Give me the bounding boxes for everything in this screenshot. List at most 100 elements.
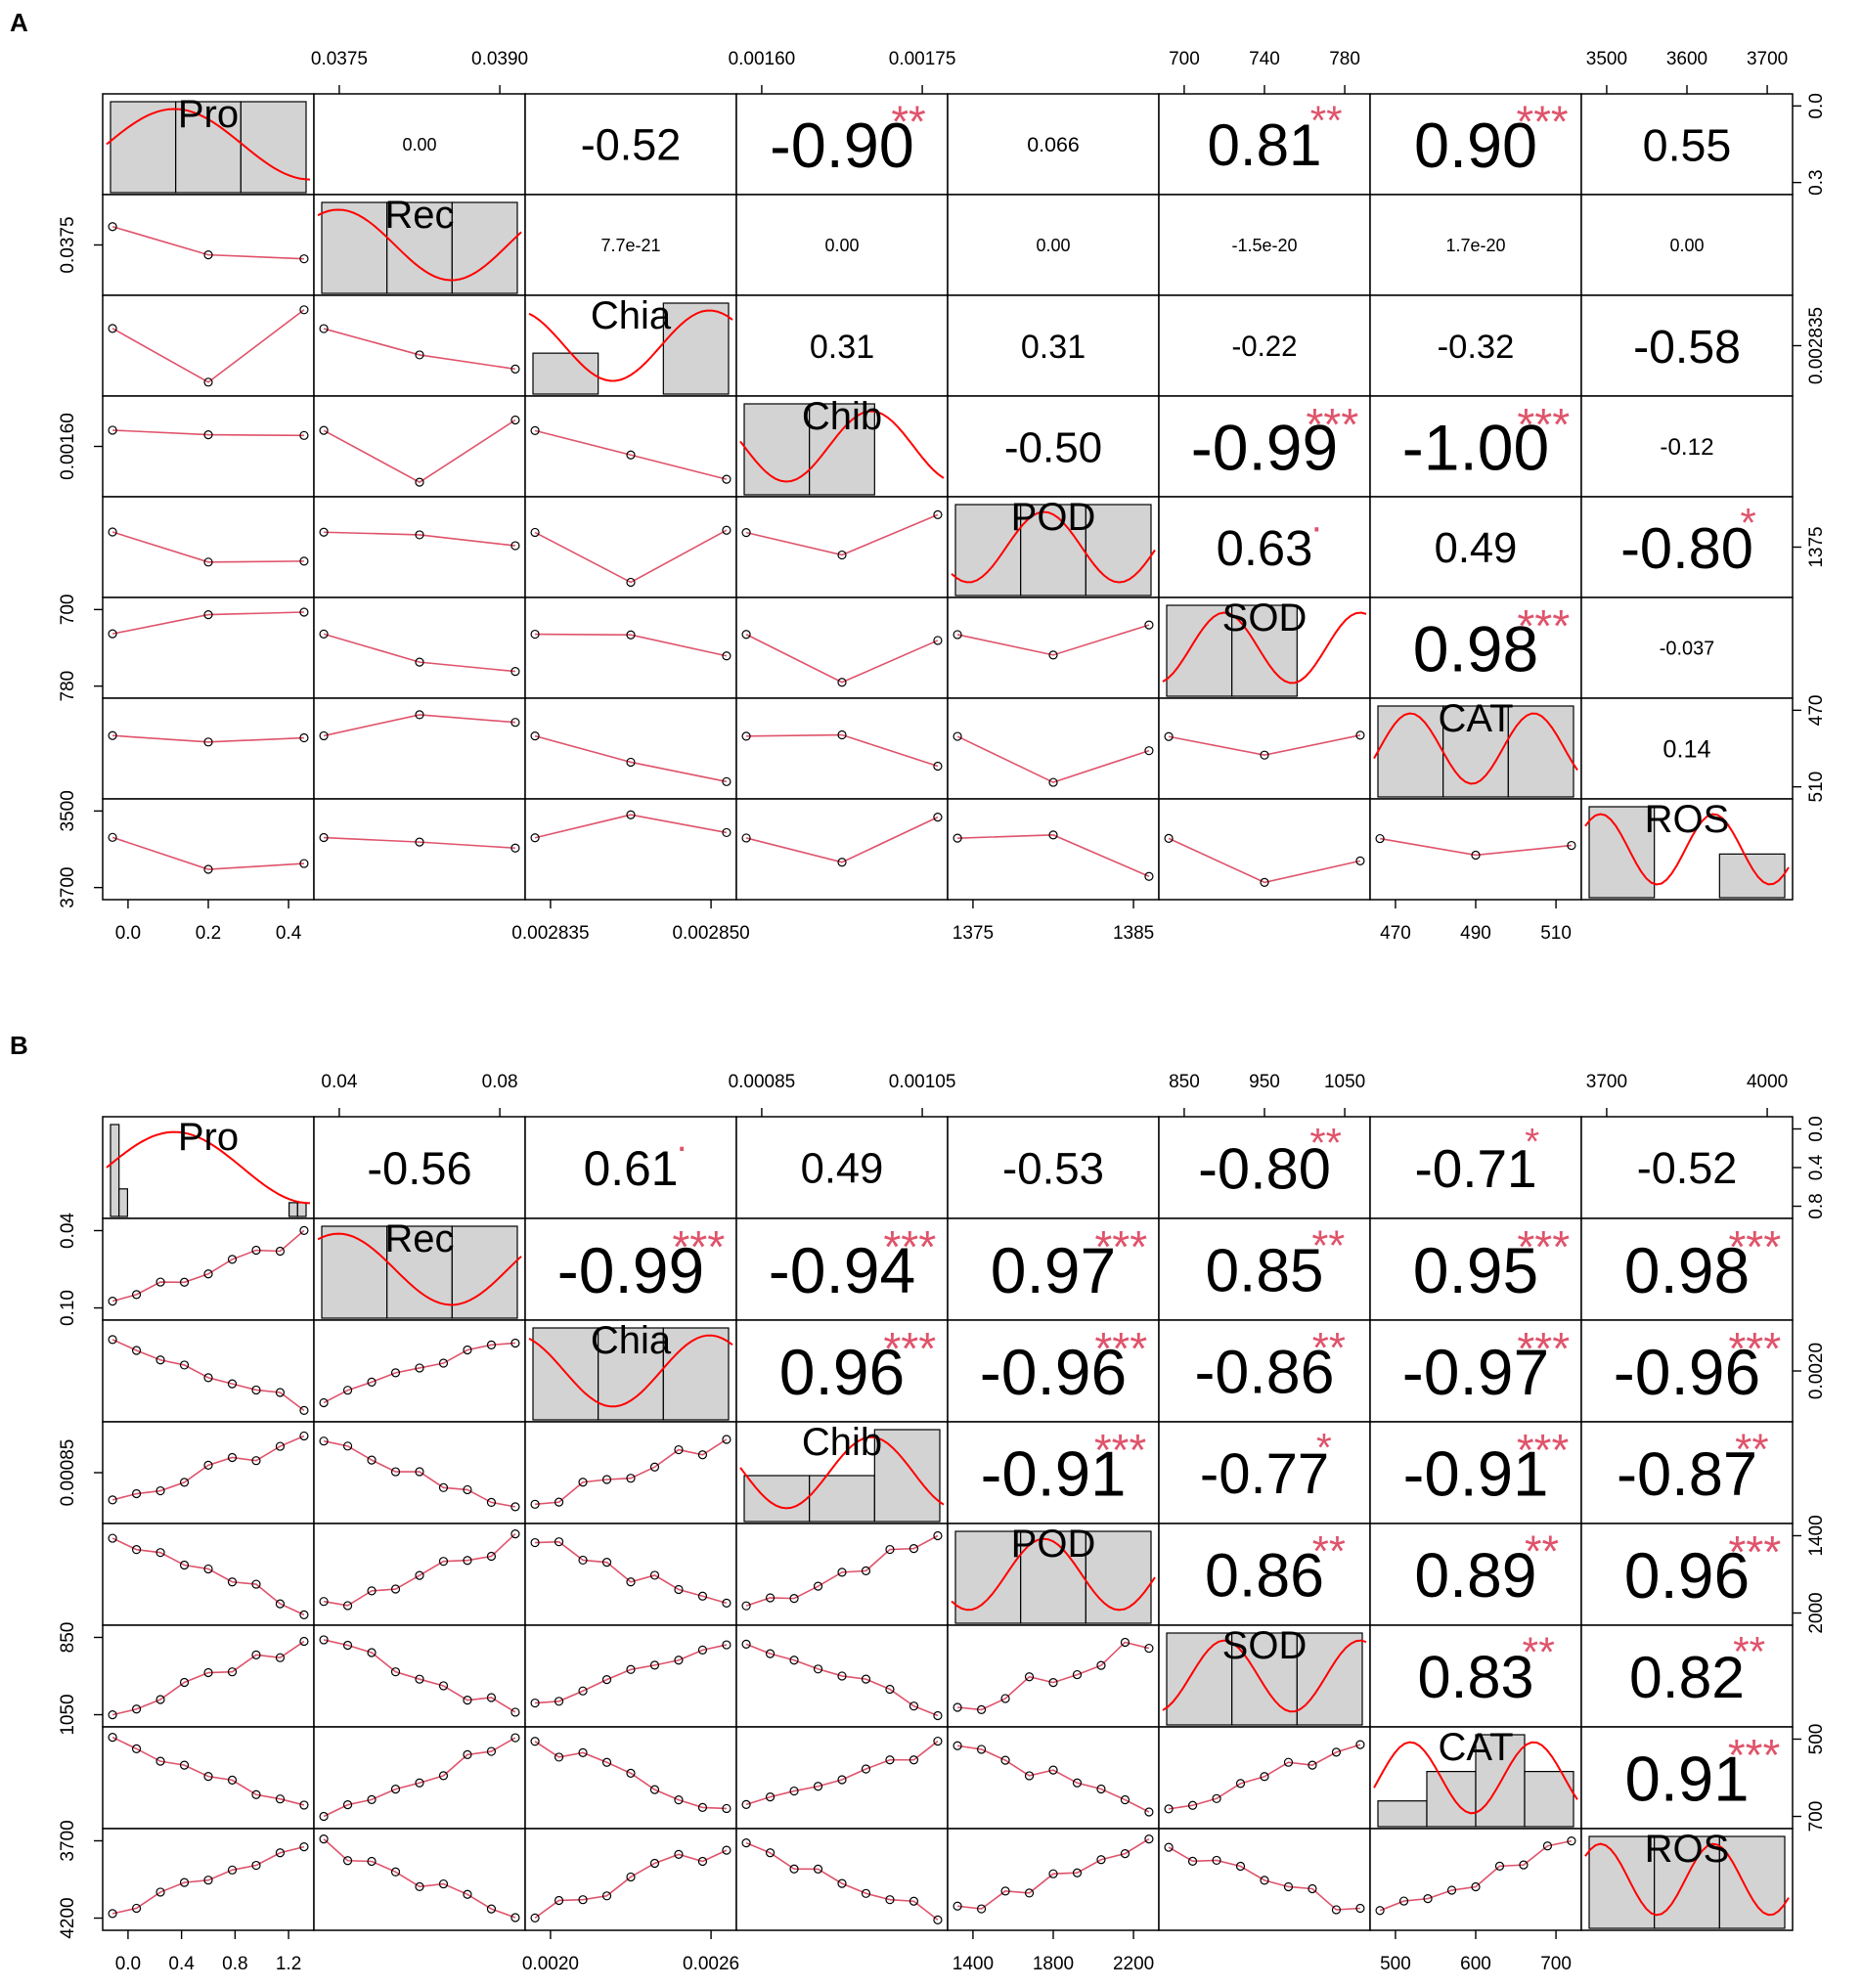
data-point [510,541,520,551]
cell-frame [313,596,526,699]
smooth-fit-line [1168,837,1361,884]
histogram-bar [1020,504,1086,596]
smooth-fit-line [111,1339,305,1412]
data-point [578,1686,588,1696]
data-point [1120,1637,1130,1648]
cell-Rec-SOD: 0.85** [1158,1217,1371,1321]
significance-stars: *** [1728,1526,1781,1577]
data-point [510,1338,520,1348]
significance-stars: *** [1517,1221,1570,1272]
data-point [155,1695,165,1704]
data-point [319,425,329,435]
data-point [299,859,309,868]
data-point [626,810,636,819]
data-point [1519,1860,1529,1870]
cell-frame [1158,697,1371,800]
cell-frame [947,697,1160,800]
cell-frame [313,1421,526,1524]
cell-CAT-ROS: 0.14 [1580,697,1794,800]
bottom-tick-label: 0.4 [276,923,302,944]
histogram-bar [809,1475,875,1523]
bottom-tick-label: 1800 [1033,1954,1074,1974]
data-point [649,1785,660,1794]
data-point [1048,1765,1058,1775]
cell-Pro-CAT: -0.71* [1369,1116,1582,1219]
correlation-value: 0.90 [1414,110,1537,181]
smooth-fit-line [956,1745,1150,1813]
cell-frame [102,1217,315,1321]
data-point [510,1733,520,1743]
data-point [601,1475,612,1484]
density-curve [739,410,945,483]
data-point [179,1277,190,1287]
cell-frame [524,194,737,296]
left-tick-label: 700 [58,595,78,626]
cell-frame [524,1421,737,1524]
cell-frame [735,496,949,598]
histogram-bar [873,1429,941,1523]
bottom-tick-label: 0.0026 [683,1954,739,1974]
cell-frame [947,1828,1160,1931]
data-point [251,1789,261,1799]
data-point [179,1360,190,1370]
data-point [722,1435,732,1444]
data-point [275,1599,286,1609]
data-point [415,1570,424,1580]
data-point [342,1640,353,1651]
data-point [741,731,751,741]
data-point [765,1593,776,1603]
cell-CAT-SOD [1158,697,1371,800]
data-point [530,1537,540,1548]
histogram-bar [662,1327,730,1421]
data-point [765,1649,776,1658]
cell-frame [947,194,1160,296]
correlation-value: 1.7e-20 [1445,236,1505,255]
bottom-tick-label: 1.2 [276,1954,301,1974]
data-point [390,1867,401,1877]
variable-label: POD [1011,496,1096,539]
histogram-bar [1588,806,1656,899]
correlation-value: 0.86 [1205,1542,1324,1611]
smooth-fit-line [534,429,728,480]
data-point [227,1865,238,1875]
data-point [108,1732,117,1743]
cell-SOD-Pro [102,596,315,699]
cell-ROS-Chib [735,1828,949,1931]
cell-Rec-Chib: -0.94*** [735,1217,949,1321]
data-point [813,1664,823,1674]
data-point [438,1771,449,1781]
cell-Chib-Pro [102,395,315,498]
left-tick-label: 3700 [58,866,78,907]
cell-frame [524,798,737,901]
data-point [510,364,520,375]
cell-frame [524,496,737,598]
data-point [390,1368,401,1378]
cell-POD-POD: POD [947,496,1160,598]
data-point [765,1792,776,1802]
correlation-value: 0.31 [810,329,874,366]
smooth-fit-line [111,1537,305,1616]
data-point [933,1915,943,1925]
left-tick-label: 0.00160 [58,413,78,480]
data-point [1308,1760,1317,1770]
data-point [108,629,117,639]
cell-frame [1369,1828,1582,1931]
cell-Pro-Pro: Pro [102,93,315,196]
correlation-value: 0.00 [1036,236,1070,255]
data-point [578,1747,588,1757]
data-point [741,528,751,538]
data-point [789,1786,799,1796]
data-point [789,1656,799,1665]
correlation-value: -0.87 [1617,1440,1757,1509]
data-point [463,1889,472,1899]
data-point [909,1896,919,1906]
data-point [933,761,943,772]
data-point [601,1891,612,1901]
top-tick-label: 780 [1329,49,1360,69]
data-point [108,1909,117,1919]
data-point [530,1913,540,1922]
data-point [933,1530,943,1541]
density-curve [106,108,311,181]
cell-POD-CAT: 0.89** [1369,1523,1582,1626]
cell-frame [524,1523,737,1626]
